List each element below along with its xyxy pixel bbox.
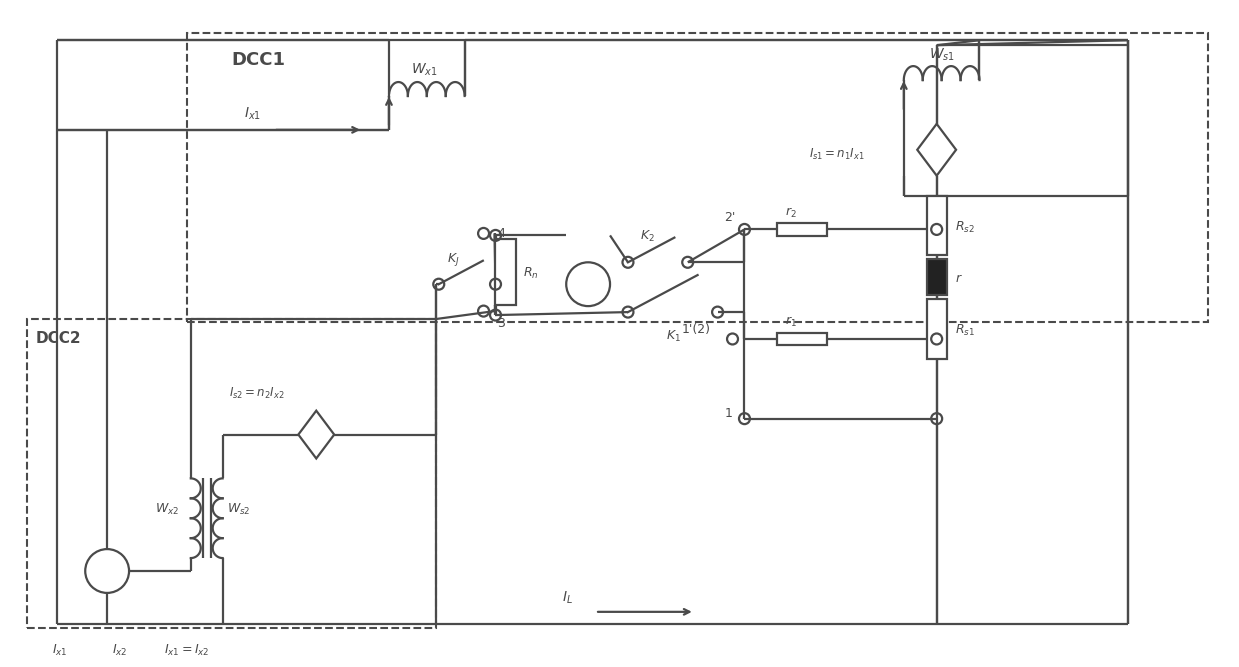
Polygon shape bbox=[917, 124, 957, 175]
Text: $I_{x1}=  I_{x2}$: $I_{x1}= I_{x2}$ bbox=[164, 643, 209, 658]
Text: $W_{x1}$: $W_{x1}$ bbox=[411, 62, 437, 79]
Text: 3: 3 bbox=[498, 317, 506, 330]
Text: $r_2$: $r_2$ bbox=[786, 205, 797, 219]
Text: $I_{s1}=n_1 I_{x1}$: $I_{s1}=n_1 I_{x1}$ bbox=[809, 147, 865, 162]
Bar bbox=[777, 333, 828, 346]
Text: $r$: $r$ bbox=[954, 272, 963, 285]
Circle shape bbox=[566, 262, 610, 306]
Text: $K_J$: $K_J$ bbox=[447, 251, 460, 268]
Text: $K_2$: $K_2$ bbox=[639, 229, 654, 245]
Text: $R_n$: $R_n$ bbox=[523, 266, 539, 281]
Bar bbox=[927, 299, 947, 359]
Text: $R_{s2}$: $R_{s2}$ bbox=[954, 219, 974, 235]
Text: DCC2: DCC2 bbox=[36, 331, 81, 346]
Text: $r_1$: $r_1$ bbox=[786, 315, 797, 329]
Text: $I_{x2}$: $I_{x2}$ bbox=[112, 643, 128, 658]
Text: $W_{s1}$: $W_{s1}$ bbox=[929, 46, 955, 63]
Text: $K_1$: $K_1$ bbox=[665, 329, 680, 344]
Bar bbox=[777, 223, 828, 236]
Text: $I_{x1}$: $I_{x1}$ bbox=[244, 106, 260, 122]
Text: $W_{x2}$: $W_{x2}$ bbox=[155, 502, 180, 518]
Polygon shape bbox=[299, 411, 335, 458]
Text: $I_{x1}$: $I_{x1}$ bbox=[52, 643, 68, 658]
Bar bbox=[927, 195, 947, 255]
Bar bbox=[494, 239, 517, 305]
Bar bbox=[927, 259, 947, 295]
Text: G: G bbox=[584, 277, 593, 291]
Text: 2': 2' bbox=[725, 211, 736, 225]
Text: 4: 4 bbox=[498, 227, 506, 240]
Circle shape bbox=[85, 549, 129, 593]
Text: 1: 1 bbox=[725, 407, 732, 420]
Text: $W_{s2}$: $W_{s2}$ bbox=[227, 502, 250, 518]
Text: $R_{s1}$: $R_{s1}$ bbox=[954, 323, 975, 338]
Text: 1'(2): 1'(2) bbox=[681, 323, 711, 336]
Text: $I_L$: $I_L$ bbox=[563, 590, 574, 606]
Text: DCC1: DCC1 bbox=[232, 51, 286, 69]
Text: $I_{s2}=n_2 I_{x2}$: $I_{s2}=n_2 I_{x2}$ bbox=[229, 386, 284, 401]
